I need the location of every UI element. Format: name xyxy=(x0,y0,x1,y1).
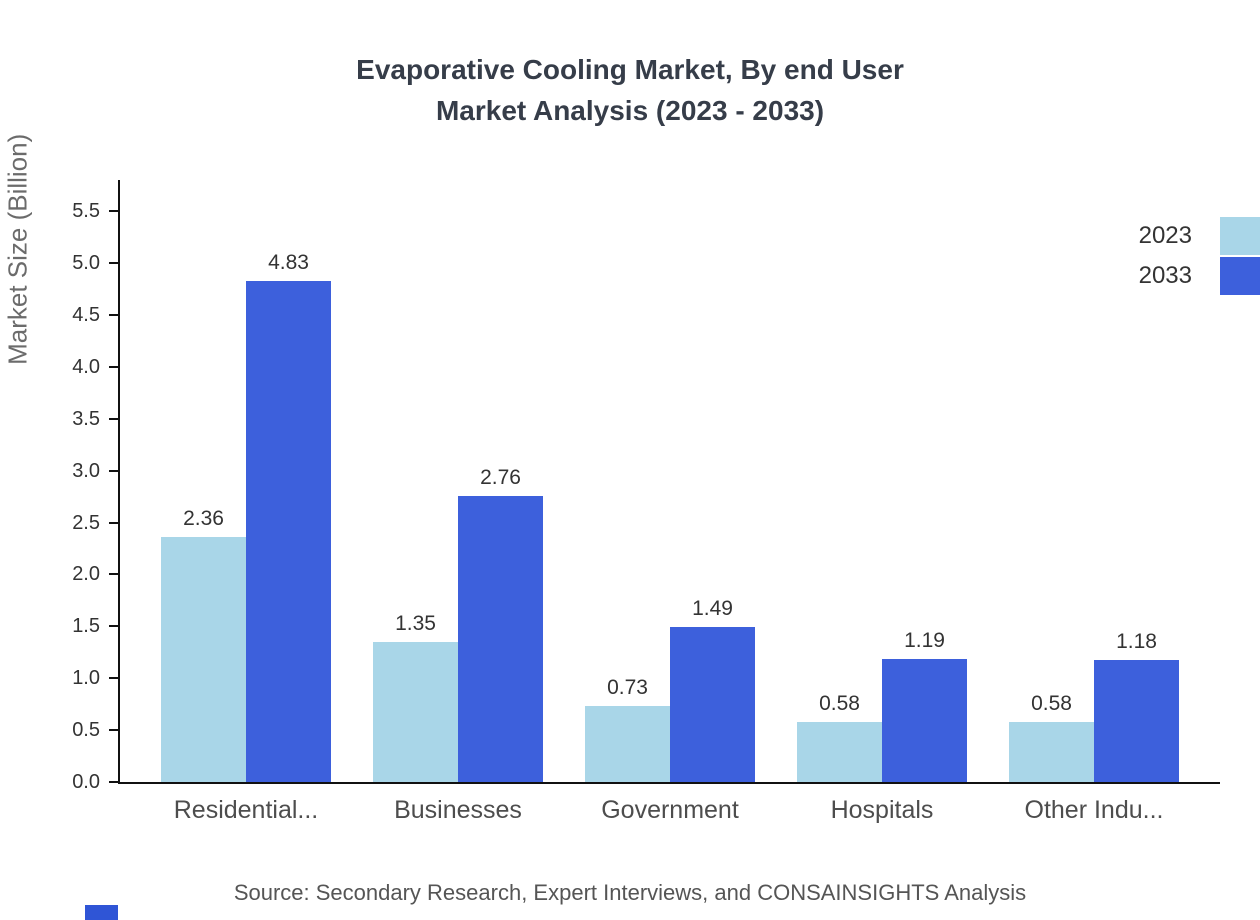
logo-fragment xyxy=(85,905,118,920)
x-category-label-businesses: Businesses xyxy=(394,796,522,824)
x-axis-line xyxy=(118,782,1220,784)
legend: 2023 2033 xyxy=(1139,216,1260,296)
bar-2023-hospitals xyxy=(797,721,882,782)
y-tick-mark xyxy=(109,210,118,213)
legend-label-2023: 2023 xyxy=(1138,222,1192,249)
y-tick-mark xyxy=(109,625,118,628)
y-tick-mark xyxy=(109,469,118,472)
chart-title: Evaporative Cooling Market, By end User … xyxy=(0,50,1260,131)
bar-value-2033-other-indu: 1.18 xyxy=(1116,629,1157,653)
y-tick-mark xyxy=(109,573,118,576)
bar-value-2023-other-indu: 0.58 xyxy=(1031,691,1072,715)
legend-label-2033: 2033 xyxy=(1138,262,1192,289)
bar-value-2033-government: 1.49 xyxy=(692,597,733,621)
y-tick-label: 5.5 xyxy=(72,200,100,223)
bar-2033-residential xyxy=(246,280,331,782)
y-tick-mark xyxy=(109,677,118,680)
legend-item-2023: 2023 xyxy=(1139,216,1260,256)
y-tick-label: 4.5 xyxy=(72,303,100,326)
bar-value-2033-businesses: 2.76 xyxy=(480,465,521,489)
plot-area: 0.0 0.5 1.0 1.5 2.0 2.5 3.0 3.5 4.0 4.5 5.0 5.5 2.36… xyxy=(72,180,1220,824)
bar-2023-businesses xyxy=(373,641,458,782)
x-category-label-residential: Residential... xyxy=(173,796,319,824)
x-category-label-other-indu: Other Indu... xyxy=(1024,796,1164,824)
y-tick-mark xyxy=(109,521,118,524)
bar-value-2023-hospitals: 0.58 xyxy=(819,691,860,715)
bar-value-2033-residential: 4.83 xyxy=(268,250,309,274)
bar-2023-residential xyxy=(161,537,246,782)
legend-swatch-2033 xyxy=(1220,257,1260,295)
y-tick-label: 1.5 xyxy=(72,615,100,638)
chart-title-line1: Evaporative Cooling Market, By end User xyxy=(356,54,904,85)
y-tick-label: 5.0 xyxy=(72,252,100,275)
y-tick-mark xyxy=(109,781,118,783)
bar-value-2023-residential: 2.36 xyxy=(183,507,224,531)
y-tick-label: 0.5 xyxy=(72,719,100,742)
y-tick-mark xyxy=(109,262,118,265)
legend-swatch-2023 xyxy=(1220,217,1260,255)
y-tick-label: 2.0 xyxy=(72,563,100,586)
chart-title-line2: Market Analysis (2023 - 2033) xyxy=(435,94,825,126)
bar-2023-government xyxy=(585,706,670,782)
bar-2033-other-indu xyxy=(1094,659,1179,782)
bar-2033-hospitals xyxy=(882,658,967,782)
bar-value-2033-hospitals: 1.19 xyxy=(904,628,945,652)
y-tick-label: 4.0 xyxy=(72,355,100,378)
y-axis-line xyxy=(118,180,120,782)
bar-2033-businesses xyxy=(458,495,543,782)
y-tick-mark xyxy=(109,313,118,316)
y-tick-label: 3.0 xyxy=(72,459,100,482)
bar-value-2023-businesses: 1.35 xyxy=(395,611,436,635)
y-tick-mark xyxy=(109,729,118,732)
source-note: Source: Secondary Research, Expert Inter… xyxy=(233,880,1027,905)
y-tick-label: 0.0 xyxy=(72,771,100,793)
legend-item-2033: 2033 xyxy=(1139,256,1260,296)
x-category-label-hospitals: Hospitals xyxy=(830,796,934,824)
y-tick-label: 2.5 xyxy=(72,511,100,534)
x-category-label-government: Government xyxy=(601,796,739,824)
y-tick-label: 1.0 xyxy=(72,667,100,690)
bar-value-2023-government: 0.73 xyxy=(607,676,648,700)
bar-2023-other-indu xyxy=(1009,721,1094,782)
y-axis-label: Market Size (Billion) xyxy=(2,133,33,365)
y-tick-label: 3.5 xyxy=(72,407,100,430)
bar-2033-government xyxy=(670,627,755,782)
y-tick-mark xyxy=(109,417,118,420)
y-tick-mark xyxy=(109,365,118,368)
